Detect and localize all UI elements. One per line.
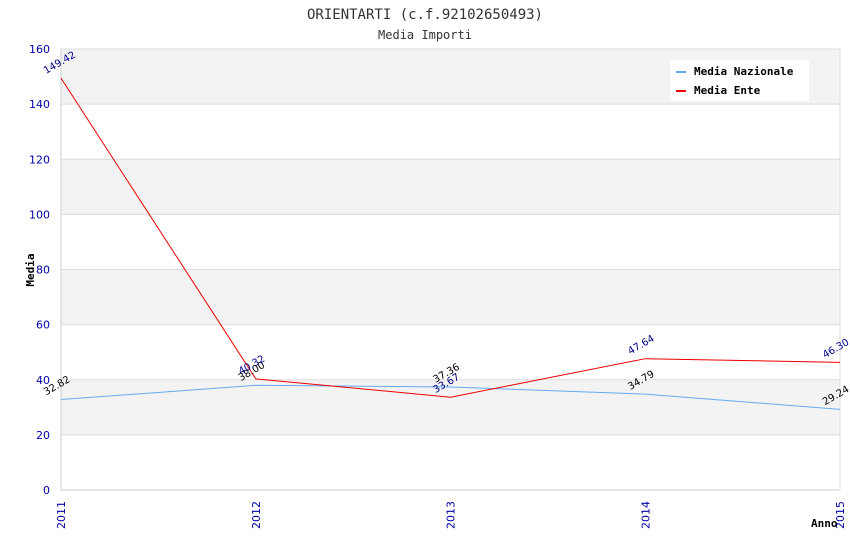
legend-box bbox=[670, 60, 809, 101]
grid-band bbox=[61, 214, 840, 270]
grid-band bbox=[61, 269, 840, 325]
series-line-media-ente bbox=[60, 77, 841, 398]
grid-band bbox=[61, 159, 840, 215]
x-tick-label: 2013 bbox=[445, 501, 458, 529]
y-tick-label: 140 bbox=[29, 98, 50, 111]
series bbox=[60, 77, 841, 410]
y-axis-ticks: 0 20 40 60 80 100 120 140 160 bbox=[29, 43, 50, 497]
grid bbox=[61, 48, 841, 491]
x-axis-label: Anno bbox=[811, 517, 838, 530]
y-tick-label: 40 bbox=[36, 374, 50, 387]
x-tick-label: 2015 bbox=[834, 501, 847, 529]
grid-band bbox=[61, 434, 840, 490]
y-tick-label: 160 bbox=[29, 43, 50, 56]
y-tick-label: 80 bbox=[36, 264, 50, 277]
legend-label-media-nazionale: Media Nazionale bbox=[694, 65, 794, 78]
series-line-media-nazionale bbox=[60, 384, 841, 410]
chart-subtitle: Media Importi bbox=[378, 28, 472, 42]
y-tick-label: 60 bbox=[36, 319, 50, 332]
x-tick-label: 2014 bbox=[639, 501, 652, 529]
y-tick-label: 20 bbox=[36, 429, 50, 442]
legend: Media Nazionale Media Ente bbox=[670, 60, 809, 101]
grid-band bbox=[61, 324, 840, 380]
y-tick-label: 100 bbox=[29, 208, 50, 221]
x-tick-label: 2011 bbox=[55, 501, 68, 529]
legend-label-media-ente: Media Ente bbox=[694, 84, 761, 97]
y-tick-label: 0 bbox=[43, 484, 50, 497]
x-tick-label: 2012 bbox=[250, 501, 263, 529]
grid-band bbox=[61, 379, 840, 435]
y-tick-label: 120 bbox=[29, 153, 50, 166]
x-axis-ticks: 2011 2012 2013 2014 2015 bbox=[55, 501, 847, 529]
grid-band bbox=[61, 104, 840, 160]
chart-title: ORIENTARTI (c.f.92102650493) bbox=[307, 7, 543, 23]
y-axis-label: Media bbox=[24, 253, 37, 286]
